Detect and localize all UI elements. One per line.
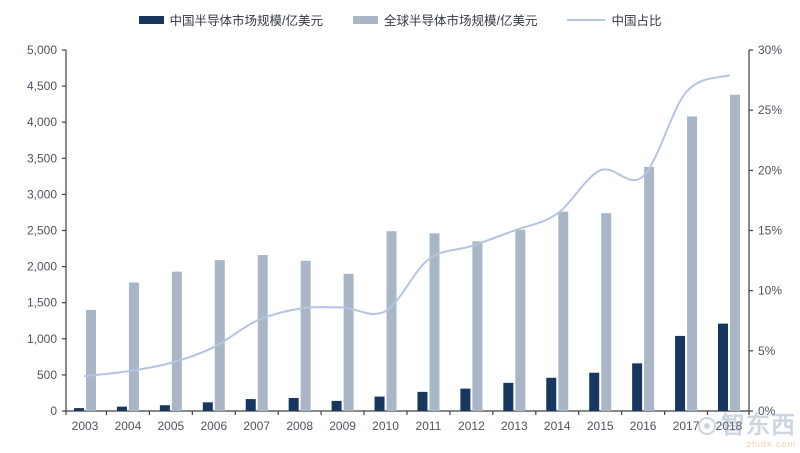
left-axis-label: 3,000: [27, 187, 57, 201]
left-axis-label: 500: [37, 368, 57, 382]
legend-item-china-market: 中国半导体市场规模/亿美元: [138, 10, 323, 29]
bar-china-2018: [718, 323, 728, 411]
right-axis-label: 0%: [758, 404, 776, 418]
bar-global-2003: [86, 309, 96, 411]
x-axis-year-label: 2009: [329, 419, 356, 433]
bar-global-2018: [730, 94, 740, 411]
legend-item-global-market: 全球半导体市场规模/亿美元: [352, 10, 538, 29]
x-axis-year-label: 2010: [372, 419, 399, 433]
left-axis-label: 1,500: [27, 296, 57, 310]
china-share-line: [84, 74, 730, 378]
bar-china-2016: [632, 363, 643, 411]
bar-china-2014: [546, 377, 557, 411]
x-axis-year-label: 2011: [416, 419, 442, 433]
bar-china-2010: [374, 396, 385, 411]
legend-swatch-share-line: [567, 18, 606, 21]
bar-global-2014: [558, 211, 569, 411]
bar-china-2006: [202, 402, 213, 411]
left-axis-label: 0: [50, 404, 57, 418]
x-axis-year-label: 2015: [587, 419, 614, 433]
bar-china-2004: [116, 406, 127, 411]
right-axis-label: 25%: [758, 103, 782, 117]
left-axis-label: 4,500: [27, 79, 57, 93]
bar-china-2013: [503, 382, 514, 411]
left-axis-label: 4,000: [27, 115, 57, 129]
bar-china-2015: [589, 372, 600, 411]
x-axis-year-label: 2017: [673, 419, 700, 433]
legend-item-china-share: 中国占比: [567, 10, 661, 29]
x-axis-year-label: 2003: [72, 419, 99, 433]
left-axis-label: 2,500: [27, 224, 57, 238]
left-axis-label: 1,000: [27, 332, 57, 346]
bar-global-2011: [429, 233, 440, 411]
left-axis-label: 3,500: [27, 151, 57, 165]
legend-label-china-market: 中国半导体市场规模/亿美元: [169, 14, 323, 28]
bar-china-2017: [675, 335, 686, 411]
bar-china-2003: [74, 408, 84, 411]
x-axis-year-label: 2016: [630, 419, 657, 433]
bar-china-2011: [417, 391, 428, 411]
x-axis-year-label: 2008: [286, 419, 313, 433]
right-axis-label: 15%: [758, 224, 782, 238]
right-axis-label: 5%: [758, 344, 776, 358]
right-axis-label: 30%: [758, 43, 782, 57]
bar-china-2008: [288, 398, 299, 411]
bar-china-2012: [460, 388, 471, 411]
bar-global-2008: [300, 260, 311, 411]
chart-legend: 中国半导体市场规模/亿美元 全球半导体市场规模/亿美元 中国占比: [0, 10, 800, 29]
x-axis-year-label: 2014: [544, 419, 571, 433]
bar-global-2009: [343, 273, 354, 411]
x-axis-year-label: 2005: [158, 419, 185, 433]
x-axis-year-label: 2006: [200, 419, 227, 433]
legend-label-global-market: 全球半导体市场规模/亿美元: [383, 14, 538, 28]
bar-china-2005: [159, 405, 170, 411]
x-axis-year-label: 2013: [501, 419, 528, 433]
left-axis-label: 2,000: [27, 260, 57, 274]
bar-global-2012: [472, 241, 483, 411]
right-axis-label: 20%: [758, 163, 782, 177]
x-axis-year-label: 2007: [243, 419, 270, 433]
bar-global-2017: [687, 116, 698, 411]
bar-global-2005: [171, 271, 182, 411]
bar-global-2006: [214, 260, 225, 411]
bar-global-2016: [644, 166, 655, 411]
legend-label-china-share: 中国占比: [611, 14, 662, 28]
legend-swatch-global-bar: [352, 15, 378, 24]
bar-global-2004: [128, 282, 139, 411]
x-axis-year-label: 2012: [458, 419, 485, 433]
x-axis-year-label: 2018: [716, 419, 743, 433]
left-axis-label: 5,000: [27, 43, 57, 57]
bar-global-2015: [601, 213, 612, 411]
bar-global-2013: [515, 229, 526, 411]
bar-global-2007: [257, 255, 268, 411]
right-axis-label: 10%: [758, 284, 782, 298]
bar-global-2010: [386, 231, 397, 411]
bar-china-2007: [245, 399, 256, 411]
legend-swatch-china-bar: [138, 15, 164, 24]
x-axis-year-label: 2004: [115, 419, 142, 433]
bar-china-2009: [331, 400, 342, 411]
